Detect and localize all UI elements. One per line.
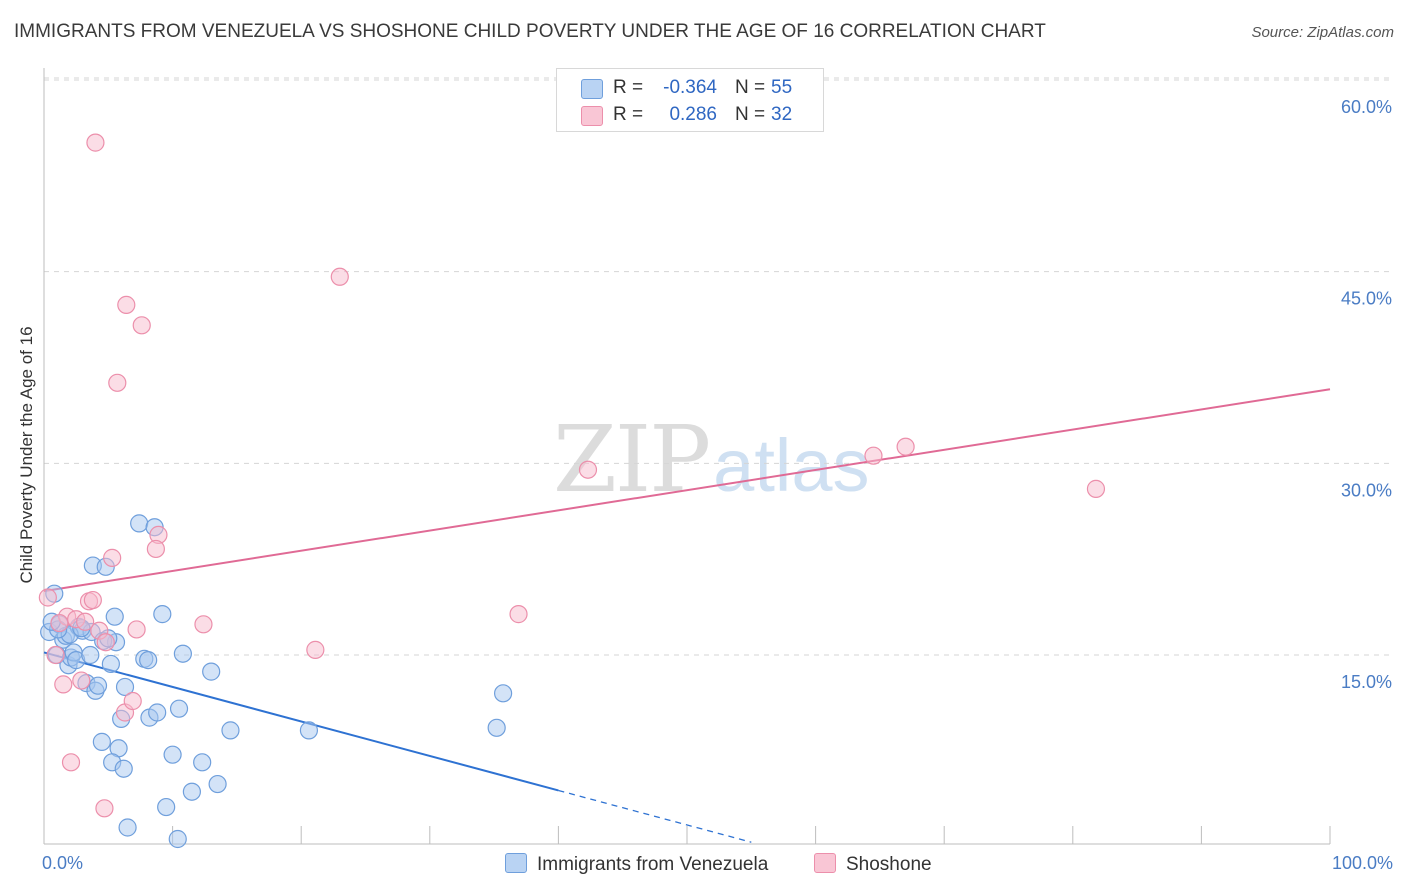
x-tick-label: 100.0% bbox=[1332, 853, 1393, 873]
axis-layer bbox=[43, 68, 1331, 845]
bottom-legend-label-venezuela: Immigrants from Venezuela bbox=[537, 854, 769, 875]
tick-layer: 15.0% 30.0% 45.0% 60.0% 0.0% 100.0% bbox=[42, 97, 1393, 873]
venezuela-trend-line bbox=[43, 651, 559, 792]
legend-r-value: 0.286 bbox=[669, 104, 717, 125]
shoshone-point bbox=[194, 615, 213, 634]
venezuela-point bbox=[101, 654, 120, 674]
shoshone-point bbox=[330, 267, 349, 286]
venezuela-point bbox=[139, 651, 158, 670]
venezuela-point bbox=[173, 644, 192, 663]
legend-r-label: R = bbox=[613, 77, 644, 98]
shoshone-point bbox=[306, 640, 325, 659]
shoshone-point bbox=[132, 316, 151, 335]
bottom-legend-venezuela: Immigrants from Venezuela bbox=[505, 853, 768, 876]
venezuela-point bbox=[115, 677, 135, 697]
venezuela-point bbox=[169, 699, 189, 718]
venezuela-point bbox=[193, 753, 212, 772]
y-tick-label: 45.0% bbox=[1341, 289, 1392, 309]
shoshone-point bbox=[50, 613, 69, 633]
venezuela-point bbox=[81, 645, 100, 665]
venezuela-point bbox=[130, 514, 149, 533]
shoshone-point bbox=[896, 437, 915, 456]
bottom-legend-swatch-pink bbox=[814, 853, 836, 873]
venezuela-point bbox=[118, 818, 137, 837]
correlation-legend: R = -0.364 N = 55 R = 0.286 N = 32 bbox=[556, 68, 824, 132]
y-tick-label: 30.0% bbox=[1341, 480, 1392, 500]
venezuela-trend-extension bbox=[558, 789, 752, 843]
y-tick-label: 60.0% bbox=[1341, 97, 1392, 117]
points-layer bbox=[38, 133, 1106, 849]
venezuela-point bbox=[114, 759, 133, 778]
venezuela-point bbox=[105, 607, 124, 626]
venezuela-point bbox=[494, 684, 513, 703]
venezuela-point bbox=[221, 721, 240, 740]
shoshone-point bbox=[123, 691, 142, 711]
shoshone-point bbox=[1086, 479, 1106, 498]
legend-r-value: -0.364 bbox=[663, 77, 717, 98]
legend-n-value: 32 bbox=[771, 104, 793, 125]
shoshone-trend-line bbox=[43, 388, 1331, 593]
bottom-legend-swatch-blue bbox=[505, 853, 527, 873]
shoshone-point bbox=[103, 548, 122, 567]
y-tick-label: 15.0% bbox=[1341, 672, 1392, 692]
venezuela-point bbox=[157, 797, 176, 817]
shoshone-point bbox=[46, 645, 65, 665]
legend-n-value: 55 bbox=[771, 77, 793, 98]
venezuela-point bbox=[182, 782, 201, 801]
shoshone-point bbox=[96, 633, 115, 652]
bottom-legend-shoshone: Shoshone bbox=[814, 853, 932, 876]
venezuela-point bbox=[299, 721, 319, 740]
watermark-zip: ZIP bbox=[553, 406, 711, 513]
bottom-legend-label-shoshone: Shoshone bbox=[846, 854, 932, 875]
legend-swatch-blue bbox=[581, 79, 603, 99]
legend-n-label: N = bbox=[735, 77, 766, 98]
shoshone-point bbox=[86, 133, 105, 152]
venezuela-point bbox=[487, 718, 506, 737]
x-tick-label: 0.0% bbox=[42, 853, 83, 873]
shoshone-point bbox=[578, 460, 598, 479]
venezuela-point bbox=[168, 829, 187, 849]
legend-n-label: N = bbox=[735, 104, 766, 125]
venezuela-point bbox=[153, 605, 172, 624]
grid-layer bbox=[44, 77, 1392, 656]
shoshone-point bbox=[38, 588, 57, 607]
shoshone-point bbox=[72, 671, 91, 690]
legend-swatch-pink bbox=[581, 106, 603, 126]
chart-title: IMMIGRANTS FROM VENEZUELA VS SHOSHONE CH… bbox=[14, 21, 1046, 42]
shoshone-point bbox=[864, 446, 883, 465]
shoshone-point bbox=[146, 539, 165, 559]
venezuela-point bbox=[92, 732, 111, 751]
shoshone-point bbox=[108, 373, 127, 392]
shoshone-point bbox=[509, 605, 528, 624]
shoshone-point bbox=[83, 590, 102, 610]
shoshone-point bbox=[95, 799, 114, 818]
shoshone-point bbox=[54, 675, 73, 694]
venezuela-point bbox=[163, 745, 182, 764]
source-label: Source: ZipAtlas.com bbox=[1251, 24, 1394, 41]
shoshone-point bbox=[117, 295, 136, 314]
shoshone-point bbox=[61, 753, 81, 772]
shoshone-point bbox=[127, 620, 146, 639]
trend-layer bbox=[43, 388, 1331, 843]
shoshone-point bbox=[76, 612, 95, 631]
legend-r-label: R = bbox=[613, 104, 644, 125]
venezuela-point bbox=[148, 703, 167, 722]
venezuela-point bbox=[88, 676, 108, 695]
venezuela-point bbox=[208, 774, 227, 794]
venezuela-point bbox=[202, 662, 221, 681]
